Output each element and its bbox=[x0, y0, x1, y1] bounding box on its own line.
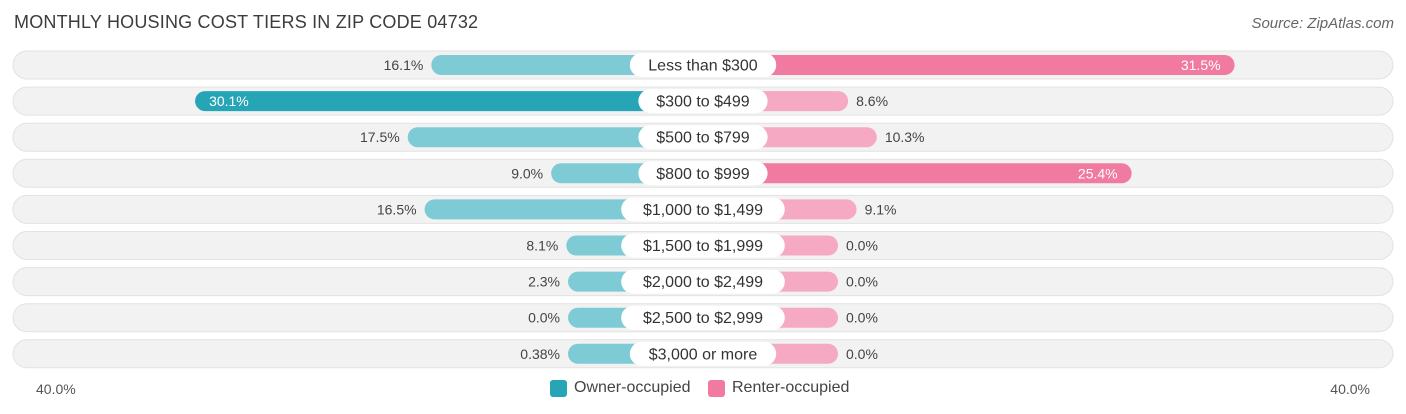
owner-value-label: 9.0% bbox=[511, 165, 543, 181]
legend: Owner-occupied Renter-occupied bbox=[0, 379, 1406, 401]
table-row: $500 to $799 17.5% 10.3% bbox=[12, 122, 1394, 152]
category-label: $2,500 to $2,999 bbox=[643, 310, 763, 327]
renter-value-label: 8.6% bbox=[856, 93, 888, 109]
table-row: Less than $300 16.1% 31.5% bbox=[12, 50, 1394, 80]
legend-label-owner: Owner-occupied bbox=[574, 379, 691, 396]
table-row: $300 to $499 30.1% 8.6% bbox=[12, 86, 1394, 116]
owner-value-label: 30.1% bbox=[209, 93, 249, 109]
category-label: $300 to $499 bbox=[656, 94, 750, 111]
owner-bar bbox=[195, 91, 703, 112]
category-pill bbox=[638, 125, 768, 150]
table-row: $800 to $999 9.0% 25.4% bbox=[12, 158, 1394, 188]
table-row: $2,500 to $2,999 0.0% 0.0% bbox=[12, 303, 1394, 333]
table-row: $1,500 to $1,999 8.1% 0.0% bbox=[12, 231, 1394, 260]
owner-value-label: 17.5% bbox=[360, 129, 400, 145]
category-pill bbox=[638, 161, 768, 186]
category-label: $500 to $799 bbox=[656, 130, 750, 147]
renter-value-label: 0.0% bbox=[846, 274, 878, 290]
source-label: Source: ZipAtlas.com bbox=[1251, 15, 1394, 32]
category-label: $3,000 or more bbox=[649, 346, 758, 363]
legend-item-renter[interactable]: Renter-occupied bbox=[708, 379, 849, 397]
renter-value-label: 10.3% bbox=[885, 129, 925, 145]
owner-value-label: 0.0% bbox=[528, 310, 560, 326]
renter-bar bbox=[703, 55, 1235, 75]
legend-swatch-owner bbox=[550, 379, 567, 397]
owner-value-label: 0.38% bbox=[520, 346, 560, 362]
axis-label-right: 40.0% bbox=[1330, 381, 1370, 397]
owner-bar bbox=[407, 127, 703, 148]
legend-label-renter: Renter-occupied bbox=[732, 379, 850, 396]
owner-value-label: 2.3% bbox=[528, 274, 560, 290]
renter-value-label: 31.5% bbox=[1181, 57, 1221, 73]
table-row: $3,000 or more 0.38% 0.0% bbox=[12, 339, 1394, 369]
legend-item-owner[interactable]: Owner-occupied bbox=[550, 379, 691, 397]
owner-value-label: 8.1% bbox=[526, 238, 558, 254]
renter-bar bbox=[703, 163, 1132, 184]
axis-label-left: 40.0% bbox=[36, 381, 76, 397]
chart-title: MONTHLY HOUSING COST TIERS IN ZIP CODE 0… bbox=[14, 12, 479, 32]
chart-svg: Less than $300 16.1% 31.5% $300 to $499 30.1… bbox=[12, 50, 1394, 369]
category-label: Less than $300 bbox=[648, 58, 758, 75]
renter-value-label: 0.0% bbox=[846, 346, 878, 362]
owner-value-label: 16.1% bbox=[384, 57, 424, 73]
legend-swatch-renter bbox=[708, 379, 725, 397]
category-label: $1,500 to $1,999 bbox=[643, 238, 763, 255]
category-pill bbox=[621, 197, 785, 222]
table-row: $1,000 to $1,499 16.5% 9.1% bbox=[12, 194, 1394, 224]
table-row: $2,000 to $2,499 2.3% 0.0% bbox=[12, 267, 1394, 297]
category-label: $800 to $999 bbox=[656, 166, 750, 183]
category-pill bbox=[638, 89, 768, 114]
category-label: $2,000 to $2,499 bbox=[643, 274, 763, 291]
category-label: $1,000 to $1,499 bbox=[643, 202, 763, 219]
category-pill bbox=[621, 305, 785, 330]
category-pill bbox=[621, 233, 785, 258]
category-pill bbox=[621, 269, 785, 294]
category-pill bbox=[629, 53, 777, 77]
owner-value-label: 16.5% bbox=[377, 201, 417, 217]
renter-value-label: 0.0% bbox=[846, 310, 878, 326]
renter-value-label: 0.0% bbox=[846, 238, 878, 254]
category-pill bbox=[629, 341, 777, 366]
renter-value-label: 9.1% bbox=[865, 201, 897, 217]
renter-value-label: 25.4% bbox=[1078, 165, 1118, 181]
